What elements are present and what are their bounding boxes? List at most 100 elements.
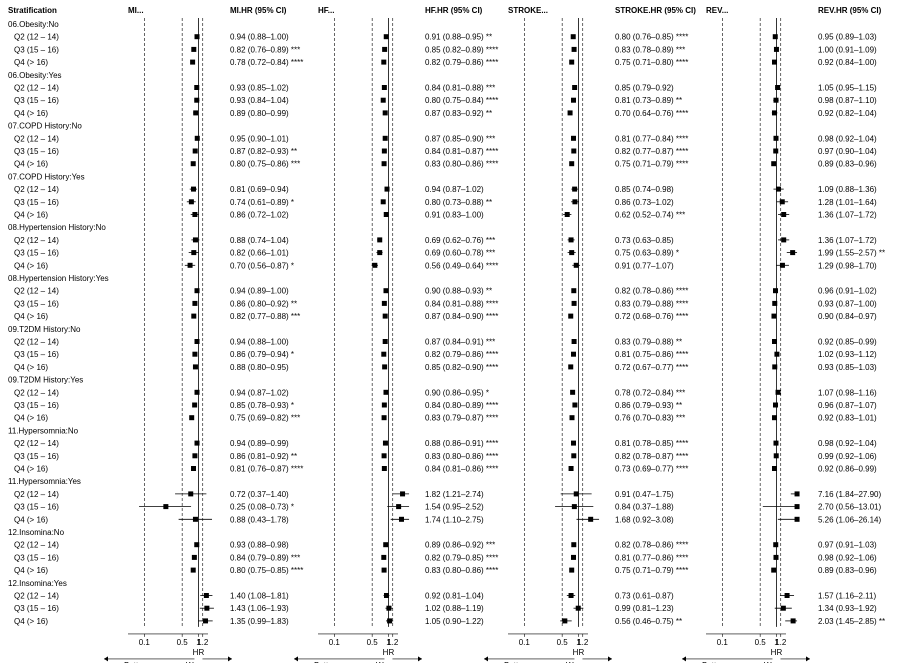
point-estimate xyxy=(382,110,388,116)
point-estimate xyxy=(194,542,200,548)
ci-text: 1.35 (0.99–1.83) xyxy=(230,617,289,626)
ci-text: 0.84 (0.81–0.86) **** xyxy=(425,465,498,474)
point-estimate xyxy=(192,351,198,357)
point-estimate xyxy=(381,161,387,167)
ci-text: 0.56 (0.49–0.64) **** xyxy=(425,261,498,270)
point-estimate xyxy=(568,313,574,319)
ci-text: 0.94 (0.88–1.00) xyxy=(230,338,289,347)
ci-text: 0.80 (0.75–0.85) **** xyxy=(230,566,303,575)
point-estimate xyxy=(381,148,387,154)
ci-text: 0.87 (0.83–0.92) ** xyxy=(425,109,492,118)
ci-text: 1.40 (1.08–1.81) xyxy=(230,592,289,601)
ci-text: 0.91 (0.47–1.75) xyxy=(615,490,674,499)
ci-text: 0.92 (0.84–1.00) xyxy=(818,58,877,67)
x-tick-label: 0.1 xyxy=(519,638,531,647)
ci-text: 0.83 (0.80–0.86) **** xyxy=(425,160,498,169)
ci-text: 0.89 (0.80–0.99) xyxy=(230,109,289,118)
point-estimate xyxy=(571,288,577,294)
ci-text: 0.74 (0.61–0.89) * xyxy=(230,198,294,207)
ci-text: 1.05 (0.95–1.15) xyxy=(818,84,877,93)
point-estimate xyxy=(194,339,200,344)
point-estimate xyxy=(383,212,389,217)
point-estimate xyxy=(570,34,576,40)
ci-text: 0.94 (0.89–0.99) xyxy=(230,439,289,448)
ci-text: 0.93 (0.88–0.98) xyxy=(230,541,289,550)
point-estimate xyxy=(784,593,790,598)
row-label: Q2 (12 – 14) xyxy=(14,541,59,550)
x-tick-label: 0.1 xyxy=(329,638,341,647)
ci-text: 1.00 (0.91–1.09) xyxy=(818,45,877,54)
point-estimate xyxy=(772,34,778,40)
ci-text: 0.72 (0.37–1.40) xyxy=(230,490,289,499)
row-label: Q3 (15 – 16) xyxy=(14,452,59,461)
point-estimate xyxy=(384,593,390,598)
ci-text: 0.86 (0.80–0.92) ** xyxy=(230,299,297,308)
x-tick-label: 1 xyxy=(774,638,779,647)
ci-text: 1.02 (0.93–1.12) xyxy=(818,350,877,359)
group-label: 09.T2DM History:No xyxy=(8,325,81,334)
ci-text: 0.80 (0.75–0.86) *** xyxy=(230,160,300,169)
point-estimate xyxy=(773,440,779,446)
point-estimate xyxy=(564,212,570,217)
ci-text: 0.92 (0.82–1.04) xyxy=(818,109,877,118)
ci-text: 0.95 (0.89–1.03) xyxy=(818,33,877,42)
ci-text: 0.81 (0.73–0.89) ** xyxy=(615,96,682,105)
group-label: 11.Hypersomnia:Yes xyxy=(8,477,81,486)
better-label: Better xyxy=(504,661,526,663)
ci-text: 2.03 (1.45–2.85) ** xyxy=(818,617,885,626)
ci-text: 1.99 (1.55–2.57) ** xyxy=(818,249,885,258)
ci-text: 0.88 (0.43–1.78) xyxy=(230,515,289,524)
ci-text: 0.86 (0.79–0.93) ** xyxy=(615,401,682,410)
point-estimate xyxy=(571,300,577,306)
ci-text: 0.88 (0.86–0.91) **** xyxy=(425,439,498,448)
group-label: 08.Hypertension History:No xyxy=(8,223,106,232)
group-label: 06.Obesity:No xyxy=(8,20,59,29)
point-estimate xyxy=(190,161,196,167)
point-estimate xyxy=(588,516,594,522)
ci-text: 0.90 (0.84–0.97) xyxy=(818,312,877,321)
point-estimate xyxy=(790,250,796,256)
point-estimate xyxy=(194,440,200,446)
point-estimate xyxy=(571,148,577,154)
point-estimate xyxy=(188,491,194,497)
x-axis-label: HR xyxy=(193,648,205,657)
ci-text: 0.97 (0.91–1.03) xyxy=(818,541,877,550)
row-label: Q2 (12 – 14) xyxy=(14,592,59,601)
ci-text: 0.92 (0.86–0.99) xyxy=(818,465,877,474)
arrow-worse-head xyxy=(228,656,232,662)
ci-text: 1.54 (0.95–2.52) xyxy=(425,503,484,512)
row-label: Q3 (15 – 16) xyxy=(14,299,59,308)
ci-text: 0.90 (0.86–0.95) * xyxy=(425,388,489,397)
ci-text: 0.99 (0.92–1.06) xyxy=(818,452,877,461)
point-estimate xyxy=(194,135,200,141)
x-tick-label: 1.2 xyxy=(197,638,209,647)
point-estimate xyxy=(568,364,574,370)
ci-text: 0.86 (0.81–0.92) ** xyxy=(230,452,297,461)
ci-text: 0.73 (0.69–0.77) **** xyxy=(615,465,688,474)
point-estimate xyxy=(191,313,197,319)
header-est-label: STROKE... xyxy=(508,6,548,15)
point-estimate xyxy=(382,135,388,141)
point-estimate xyxy=(774,351,780,357)
ci-text: 1.07 (0.98–1.16) xyxy=(818,388,877,397)
point-estimate xyxy=(780,605,786,611)
point-estimate xyxy=(372,262,378,268)
point-estimate xyxy=(381,567,387,573)
ci-text: 0.82 (0.78–0.86) **** xyxy=(615,287,688,296)
ci-text: 0.83 (0.79–0.87) **** xyxy=(425,414,498,423)
row-label: Q3 (15 – 16) xyxy=(14,553,59,562)
point-estimate xyxy=(192,453,198,459)
row-label: Q3 (15 – 16) xyxy=(14,503,59,512)
ci-text: 0.89 (0.83–0.96) xyxy=(818,566,877,575)
ci-text: 0.93 (0.87–1.00) xyxy=(818,299,877,308)
worse-label: Worse xyxy=(566,661,590,663)
row-label: Q4 (> 16) xyxy=(14,414,48,423)
point-estimate xyxy=(382,364,388,370)
ci-text: 1.43 (1.06–1.93) xyxy=(230,604,289,613)
row-label: Q3 (15 – 16) xyxy=(14,401,59,410)
point-estimate xyxy=(568,237,574,243)
point-estimate xyxy=(771,161,777,167)
point-estimate xyxy=(383,288,389,294)
ci-text: 0.96 (0.91–1.02) xyxy=(818,287,877,296)
x-tick-label: 0.5 xyxy=(177,638,189,647)
